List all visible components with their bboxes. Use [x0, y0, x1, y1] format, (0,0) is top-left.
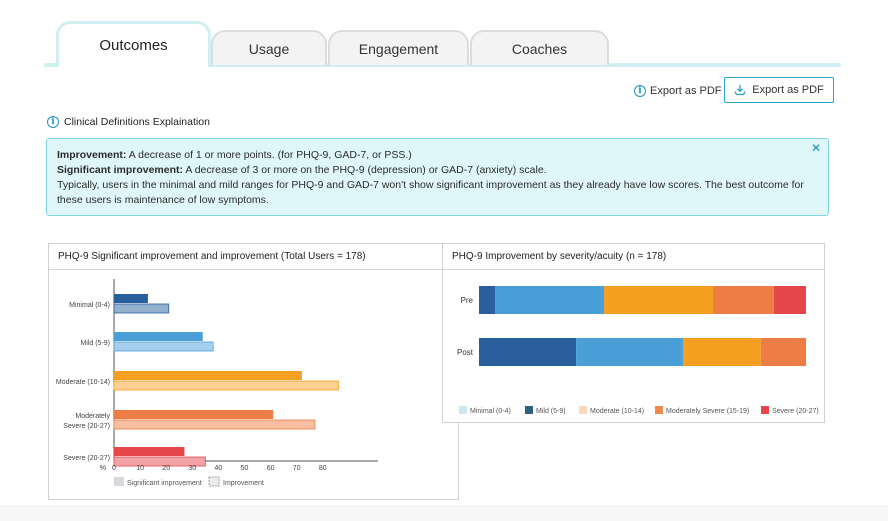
stacked-segment[interactable]: [479, 338, 577, 366]
category-label: Pre: [461, 296, 474, 305]
x-tick-label: 80: [319, 465, 327, 472]
category-label: Post: [457, 348, 474, 357]
legend-swatch: [525, 406, 533, 414]
category-label: Moderate (10-14): [56, 379, 110, 386]
legend-label: Minimal (0-4): [470, 408, 511, 415]
bar-improvement[interactable]: [113, 341, 214, 352]
stacked-segment[interactable]: [682, 338, 761, 366]
bar-significant-improvement[interactable]: [114, 447, 185, 456]
stacked-segment[interactable]: [760, 338, 806, 366]
x-tick-label: 60: [267, 465, 275, 472]
legend-swatch: [761, 406, 769, 414]
x-tick-label: 30: [188, 465, 196, 472]
chart-title: PHQ-9 Significant improvement and improv…: [49, 244, 458, 270]
stacked-segment[interactable]: [713, 286, 774, 314]
tab-engagement[interactable]: Engagement: [328, 30, 469, 65]
phq9-improvement-chart-card: PHQ-9 Significant improvement and improv…: [48, 243, 459, 500]
bar-significant-improvement[interactable]: [114, 332, 203, 341]
phq9-severity-chart: Pre Post Minimal (0-4) Mild (5-9) Moderate (…: [457, 286, 819, 415]
bar-significant-improvement[interactable]: [114, 371, 302, 380]
tab-bar: Outcomes Usage Engagement Coaches: [44, 0, 841, 70]
category-label: Severe (20-27): [63, 423, 110, 430]
legend-swatch-improvement: [208, 476, 220, 487]
x-tick-label: 10: [136, 465, 144, 472]
page-footer: [0, 505, 888, 521]
bar-improvement[interactable]: [113, 419, 316, 430]
x-tick-label: 0: [112, 465, 116, 472]
x-axis-unit-label: %: [100, 465, 106, 472]
info-icon: i: [634, 85, 646, 97]
info-icon: i: [47, 116, 59, 128]
phq9-severity-chart-card: PHQ-9 Improvement by severity/acuity (n …: [442, 243, 825, 423]
stacked-segment[interactable]: [495, 286, 605, 314]
x-tick-label: 70: [293, 465, 301, 472]
legend-swatch: [459, 406, 467, 414]
stacked-segment[interactable]: [576, 338, 683, 366]
export-pdf-button[interactable]: Export as PDF: [724, 77, 834, 103]
bar-improvement[interactable]: [113, 380, 339, 391]
stacked-segment[interactable]: [604, 286, 714, 314]
definitions-note: Typically, users in the minimal and mild…: [57, 179, 804, 206]
tab-bar-underline: [44, 63, 841, 67]
download-tray-icon: [734, 85, 746, 96]
legend-swatch: [655, 406, 663, 414]
clinical-definitions-title: Clinical Definitions Explaination: [64, 116, 210, 128]
legend-label: Mild (5-9): [536, 408, 566, 415]
category-label: Minimal (0-4): [69, 302, 110, 309]
bar-improvement[interactable]: [113, 456, 206, 467]
legend-label: Significant improvement: [127, 480, 202, 487]
close-icon[interactable]: ✕: [810, 141, 821, 155]
legend-swatch-significant-improvement: [114, 477, 124, 486]
category-label: Mild (5-9): [80, 340, 110, 347]
x-tick-label: 40: [215, 465, 223, 472]
legend-swatch: [579, 406, 587, 414]
legend-label: Moderately Severe (15-19): [666, 408, 749, 415]
bar-significant-improvement[interactable]: [114, 410, 274, 419]
clinical-definitions-heading[interactable]: i Clinical Definitions Explaination: [47, 116, 210, 128]
legend-label: Severe (20-27): [772, 408, 819, 415]
clinical-definitions-panel: ✕ Improvement: A decrease of 1 or more p…: [46, 138, 829, 216]
x-tick-label: 50: [241, 465, 249, 472]
stacked-segment[interactable]: [773, 286, 806, 314]
definition-significant-improvement: Significant improvement: A decrease of 3…: [57, 164, 547, 176]
phq9-improvement-chart: Minimal (0-4) Mild (5-9) Moderate (10-14) M…: [56, 279, 378, 487]
export-pdf-button-label: Export as PDF: [752, 84, 824, 96]
tab-outcomes[interactable]: Outcomes: [56, 21, 211, 67]
x-tick-label: 20: [162, 465, 170, 472]
legend-label: Moderate (10-14): [590, 408, 644, 415]
stacked-segment[interactable]: [479, 286, 496, 314]
definition-improvement: Improvement: A decrease of 1 or more poi…: [57, 149, 412, 161]
category-label: Moderately: [75, 413, 110, 420]
export-pdf-link-label: Export as PDF: [650, 85, 722, 97]
bar-improvement[interactable]: [113, 303, 170, 314]
legend-label: Improvement: [223, 480, 264, 487]
chart-title: PHQ-9 Improvement by severity/acuity (n …: [443, 244, 824, 270]
export-pdf-link[interactable]: i Export as PDF: [634, 83, 722, 99]
bar-significant-improvement[interactable]: [114, 294, 148, 303]
tab-coaches[interactable]: Coaches: [470, 30, 609, 65]
tab-usage[interactable]: Usage: [211, 30, 327, 65]
category-label: Severe (20-27): [63, 455, 110, 462]
